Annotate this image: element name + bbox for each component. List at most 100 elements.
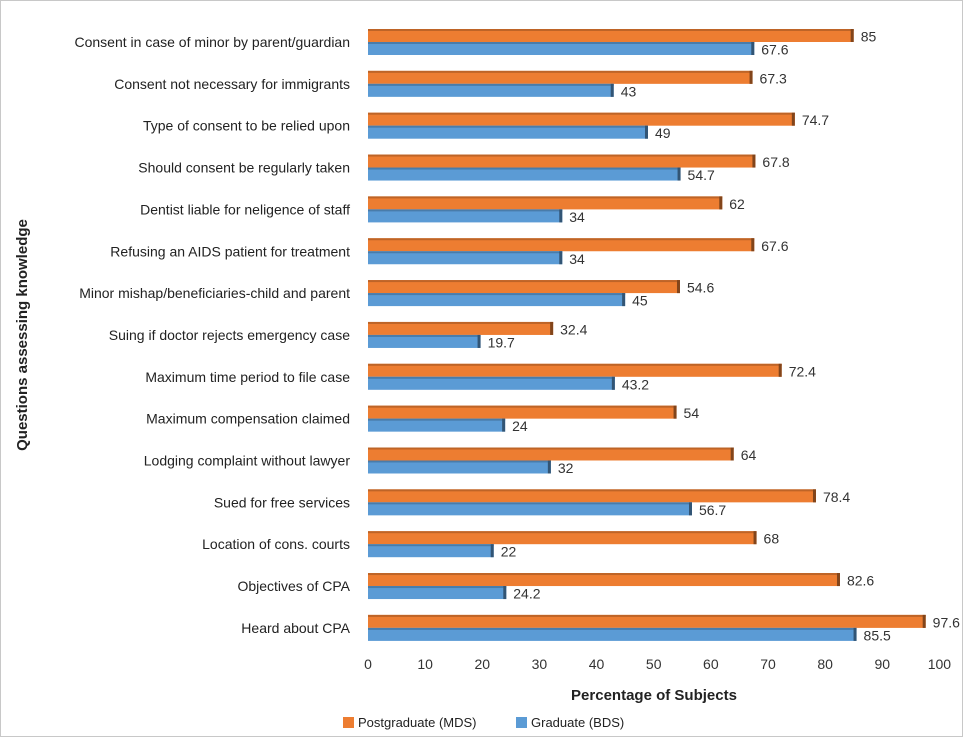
bar-top-shade xyxy=(368,363,782,366)
bar-postgraduate xyxy=(368,112,795,126)
bar-top-shade xyxy=(368,280,680,283)
bar-graduate xyxy=(368,334,481,348)
category-label: Should consent be regularly taken xyxy=(138,160,350,176)
category-label: Minor mishap/beneficiaries-child and par… xyxy=(79,285,350,301)
value-label-graduate: 43.2 xyxy=(622,376,649,392)
value-label-graduate: 45 xyxy=(632,293,648,309)
bar-top-shade xyxy=(368,531,757,534)
value-label-graduate: 24 xyxy=(512,418,528,434)
bar-end-cap xyxy=(850,29,854,42)
bar-top-shade xyxy=(368,321,554,324)
legend-label-postgraduate: Postgraduate (MDS) xyxy=(358,715,477,730)
bar-end-cap xyxy=(547,460,551,474)
bar-end-cap xyxy=(719,196,723,210)
bar-postgraduate xyxy=(368,405,677,419)
bar-graduate xyxy=(368,376,615,390)
value-label-graduate: 54.7 xyxy=(688,167,715,183)
value-label-postgraduate: 97.6 xyxy=(933,614,960,630)
bar-top-shade xyxy=(368,83,614,86)
bar-end-cap xyxy=(502,418,506,432)
bar-graduate xyxy=(368,586,507,600)
bar-top-shade xyxy=(368,586,507,589)
value-label-postgraduate: 74.7 xyxy=(802,112,829,128)
bar-top-shade xyxy=(368,112,795,115)
value-label-graduate: 34 xyxy=(569,209,585,225)
category-label: Sued for free services xyxy=(214,494,350,510)
bar-end-cap xyxy=(778,363,782,377)
bar-end-cap xyxy=(753,531,757,545)
x-tick-label: 10 xyxy=(417,656,433,672)
bar-top-shade xyxy=(368,502,692,505)
bar-end-cap xyxy=(751,42,755,55)
bar-top-shade xyxy=(368,196,723,199)
bar-end-cap xyxy=(812,489,816,503)
value-label-postgraduate: 82.6 xyxy=(847,573,874,589)
value-label-graduate: 43 xyxy=(621,83,637,99)
bar-end-cap xyxy=(622,293,626,307)
bar-top-shade xyxy=(368,29,854,31)
value-label-graduate: 19.7 xyxy=(488,334,515,350)
value-label-postgraduate: 85 xyxy=(861,29,877,45)
legend-swatch-postgraduate xyxy=(343,717,354,728)
bar-top-shade xyxy=(368,544,494,547)
bar-postgraduate xyxy=(368,154,756,168)
bar-end-cap xyxy=(644,125,648,139)
bar-end-cap xyxy=(559,251,563,265)
value-label-postgraduate: 72.4 xyxy=(789,363,816,379)
x-tick-label: 80 xyxy=(817,656,833,672)
x-tick-label: 90 xyxy=(874,656,890,672)
category-label: Refusing an AIDS patient for treatment xyxy=(110,243,350,259)
bar-top-shade xyxy=(368,293,626,296)
y-axis-title: Questions assessing knowledge xyxy=(14,219,31,451)
bar-end-cap xyxy=(673,405,677,419)
bar-top-shade xyxy=(368,376,615,379)
bar-graduate xyxy=(368,42,755,55)
bar-graduate xyxy=(368,418,506,432)
category-label: Maximum time period to file case xyxy=(145,369,350,385)
value-label-postgraduate: 54.6 xyxy=(687,280,714,296)
value-label-postgraduate: 68 xyxy=(764,531,780,547)
bar-postgraduate xyxy=(368,29,854,42)
x-tick-label: 20 xyxy=(474,656,490,672)
bar-top-shade xyxy=(368,573,840,576)
x-tick-label: 50 xyxy=(646,656,662,672)
bar-top-shade xyxy=(368,238,755,241)
legend-swatch-graduate xyxy=(516,717,527,728)
bar-graduate xyxy=(368,544,494,558)
x-tick-label: 100 xyxy=(928,656,952,672)
bar-graduate xyxy=(368,251,563,265)
value-label-postgraduate: 32.4 xyxy=(560,321,587,337)
value-label-graduate: 32 xyxy=(558,460,574,476)
category-label: Lodging complaint without lawyer xyxy=(144,453,351,469)
category-label: Type of consent to be relied upon xyxy=(143,118,350,134)
x-tick-label: 60 xyxy=(703,656,719,672)
bar-graduate xyxy=(368,460,551,474)
value-label-postgraduate: 78.4 xyxy=(823,489,850,505)
bar-top-shade xyxy=(368,42,755,44)
bar-top-shade xyxy=(368,418,506,421)
bar-end-cap xyxy=(853,627,857,641)
bar-end-cap xyxy=(791,112,795,126)
category-label: Maximum compensation claimed xyxy=(146,411,350,427)
bar-postgraduate xyxy=(368,70,753,84)
value-label-postgraduate: 67.8 xyxy=(762,154,789,170)
bar-end-cap xyxy=(749,70,753,84)
bar-top-shade xyxy=(368,447,734,450)
bar-end-cap xyxy=(477,334,481,348)
bar-postgraduate xyxy=(368,238,755,252)
bar-end-cap xyxy=(676,280,680,294)
bar-top-shade xyxy=(368,251,563,254)
bar-top-shade xyxy=(368,614,926,617)
bar-top-shade xyxy=(368,70,753,73)
bar-postgraduate xyxy=(368,196,723,210)
bar-postgraduate xyxy=(368,573,840,587)
bar-graduate xyxy=(368,502,692,516)
bar-top-shade xyxy=(368,460,551,463)
category-label: Heard about CPA xyxy=(241,620,350,636)
x-tick-label: 40 xyxy=(589,656,605,672)
bars-layer: 85 67.6 67.3 43 74.7 49 67.8 54.7 62 34 67.6 34 54.6… xyxy=(368,29,960,643)
bar-end-cap xyxy=(503,586,507,600)
bar-end-cap xyxy=(677,167,681,181)
value-label-graduate: 24.2 xyxy=(513,586,540,602)
